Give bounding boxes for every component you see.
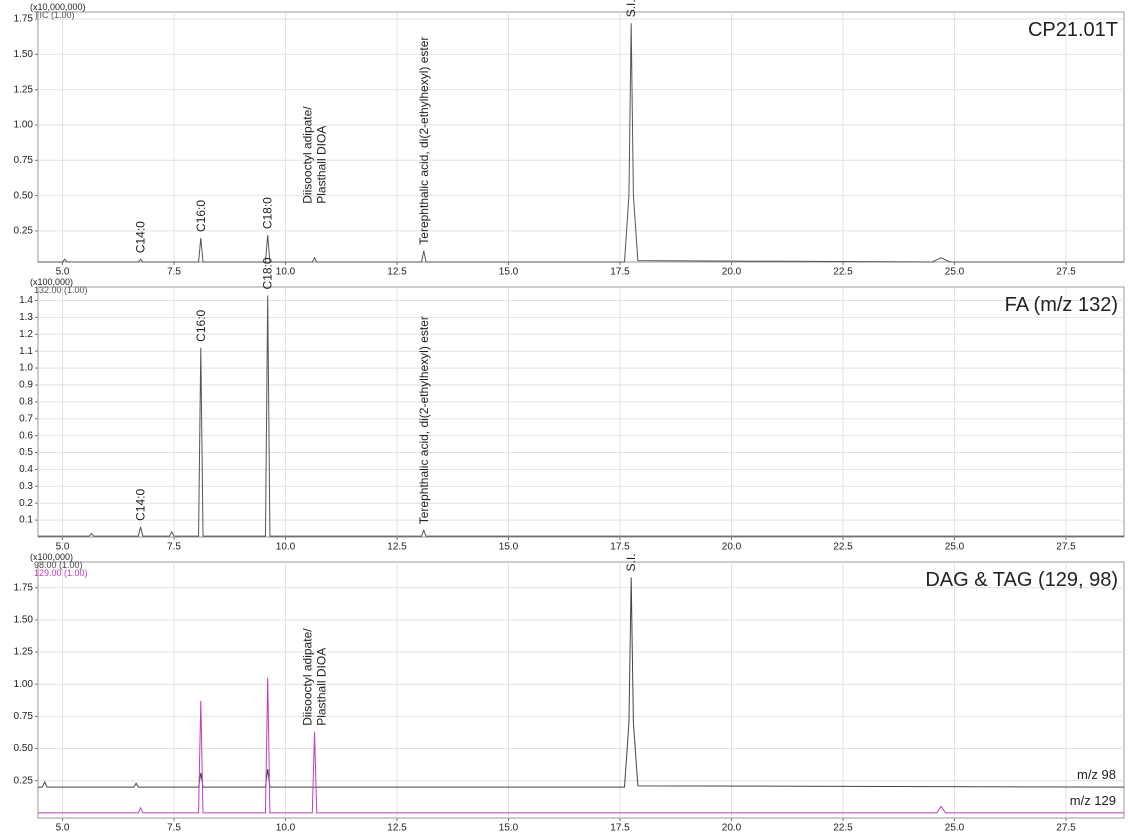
x-tick-label: 10.0 xyxy=(276,267,296,278)
y-tick-label: 1.25 xyxy=(14,647,34,658)
y-tick-label: 0.5 xyxy=(19,447,33,458)
x-tick-label: 22.5 xyxy=(833,823,853,834)
y-tick-label: 0.25 xyxy=(14,226,34,237)
trace-label: m/z 98 xyxy=(1077,767,1116,782)
x-tick-label: 7.5 xyxy=(167,823,181,834)
x-tick-label: 15.0 xyxy=(499,267,519,278)
legend-entry: 129.00 (1.00) xyxy=(34,568,88,578)
y-tick-label: 1.50 xyxy=(14,49,34,60)
trace xyxy=(38,295,1124,537)
peak-annotation: C14:0 xyxy=(134,221,148,253)
x-tick-label: 12.5 xyxy=(387,267,407,278)
plot-area xyxy=(37,11,1125,263)
peak-annotation: C18:0 xyxy=(261,257,275,289)
y-tick-label: 1.0 xyxy=(19,363,33,374)
y-tick-label: 1.75 xyxy=(14,582,34,593)
y-tick-label: 1.75 xyxy=(14,14,34,25)
x-tick-label: 17.5 xyxy=(610,542,630,553)
trace-label: m/z 129 xyxy=(1070,793,1116,808)
y-tick-label: 0.8 xyxy=(19,397,33,408)
peak-annotation: C18:0 xyxy=(261,197,275,229)
x-tick-label: 7.5 xyxy=(167,542,181,553)
x-tick-label: 5.0 xyxy=(56,542,70,553)
y-tick-label: 0.2 xyxy=(19,498,33,509)
plot-area xyxy=(37,286,1125,538)
x-tick-label: 20.0 xyxy=(722,823,742,834)
x-tick-label: 27.5 xyxy=(1056,542,1076,553)
chart-panel: 5.0 7.5 10.0 12.5 15.0 17.5 20.0 22.5 25.0 27.5 0.… xyxy=(14,552,1125,834)
y-tick-label: 0.75 xyxy=(14,711,34,722)
x-tick-label: 20.0 xyxy=(722,267,742,278)
y-tick-label: 0.3 xyxy=(19,481,33,492)
peak-annotation: Diisooctyl adipate/ xyxy=(301,106,315,204)
x-tick-label: 17.5 xyxy=(610,267,630,278)
legend-entry: TIC (1.00) xyxy=(34,10,75,20)
y-tick-label: 0.6 xyxy=(19,430,33,441)
legend-entry: 132.00 (1.00) xyxy=(34,285,88,295)
peak-annotation: C16:0 xyxy=(194,200,208,232)
peak-annotation: Diisooctyl adipate/ xyxy=(301,628,315,726)
peak-annotation: Terephthalic acid, di(2-ethylhexyl) este… xyxy=(417,37,431,245)
x-tick-label: 10.0 xyxy=(276,823,296,834)
chart-title: DAG & TAG (129, 98) xyxy=(925,569,1118,591)
y-tick-label: 0.1 xyxy=(19,515,33,526)
y-tick-label: 0.25 xyxy=(14,775,34,786)
peak-annotation: C14:0 xyxy=(134,489,148,521)
peak-annotation: Plasthall DIOA xyxy=(315,648,329,726)
y-tick-label: 1.1 xyxy=(19,346,33,357)
chart-title: FA (m/z 132) xyxy=(1005,294,1118,316)
x-tick-label: 12.5 xyxy=(387,823,407,834)
y-tick-label: 1.00 xyxy=(14,120,34,131)
peak-annotation: Plasthall DIOA xyxy=(315,126,329,204)
y-tick-label: 0.7 xyxy=(19,413,33,424)
y-tick-label: 0.50 xyxy=(14,743,34,754)
trace xyxy=(38,677,1124,814)
legend-entry: 98.00 (1.00) xyxy=(34,560,83,570)
chart-panel: 5.0 7.5 10.0 12.5 15.0 17.5 20.0 22.5 25.0 27.5 0.… xyxy=(14,0,1125,278)
y-tick-label: 1.4 xyxy=(19,295,33,306)
y-tick-label: 1.2 xyxy=(19,329,33,340)
chart-title: CP21.01T xyxy=(1028,19,1118,41)
peak-annotation: S.I. xyxy=(624,553,638,571)
y-tick-label: 0.50 xyxy=(14,190,34,201)
y-unit: (x100,000) xyxy=(30,552,73,562)
trace xyxy=(38,23,1124,263)
y-tick-label: 0.75 xyxy=(14,155,34,166)
x-tick-label: 10.0 xyxy=(276,542,296,553)
peak-annotation: S.I. xyxy=(624,0,638,17)
x-tick-label: 25.0 xyxy=(945,823,965,834)
x-tick-label: 7.5 xyxy=(167,267,181,278)
x-tick-label: 15.0 xyxy=(499,823,519,834)
chart-panel: 5.0 7.5 10.0 12.5 15.0 17.5 20.0 22.5 25.0 27.5 0.… xyxy=(19,257,1125,553)
plot-area xyxy=(37,561,1125,819)
x-tick-label: 5.0 xyxy=(56,267,70,278)
x-tick-label: 20.0 xyxy=(722,542,742,553)
peak-annotation: C16:0 xyxy=(194,309,208,341)
x-tick-label: 22.5 xyxy=(833,542,853,553)
trace xyxy=(38,577,1125,788)
x-tick-label: 15.0 xyxy=(499,542,519,553)
peak-annotation: Terephthalic acid, di(2-ethylhexyl) este… xyxy=(417,316,431,524)
y-tick-label: 1.00 xyxy=(14,679,34,690)
y-tick-label: 1.25 xyxy=(14,84,34,95)
x-tick-label: 5.0 xyxy=(56,823,70,834)
y-unit: (x100,000) xyxy=(30,277,73,287)
y-tick-label: 0.4 xyxy=(19,464,33,475)
x-tick-label: 25.0 xyxy=(945,542,965,553)
x-tick-label: 22.5 xyxy=(833,267,853,278)
y-tick-label: 1.50 xyxy=(14,615,34,626)
x-tick-label: 27.5 xyxy=(1056,823,1076,834)
y-tick-label: 0.9 xyxy=(19,380,33,391)
x-tick-label: 25.0 xyxy=(945,267,965,278)
y-tick-label: 1.3 xyxy=(19,312,33,323)
x-tick-label: 27.5 xyxy=(1056,267,1076,278)
x-tick-label: 17.5 xyxy=(610,823,630,834)
y-unit: (x10,000,000) xyxy=(30,2,86,12)
x-tick-label: 12.5 xyxy=(387,542,407,553)
